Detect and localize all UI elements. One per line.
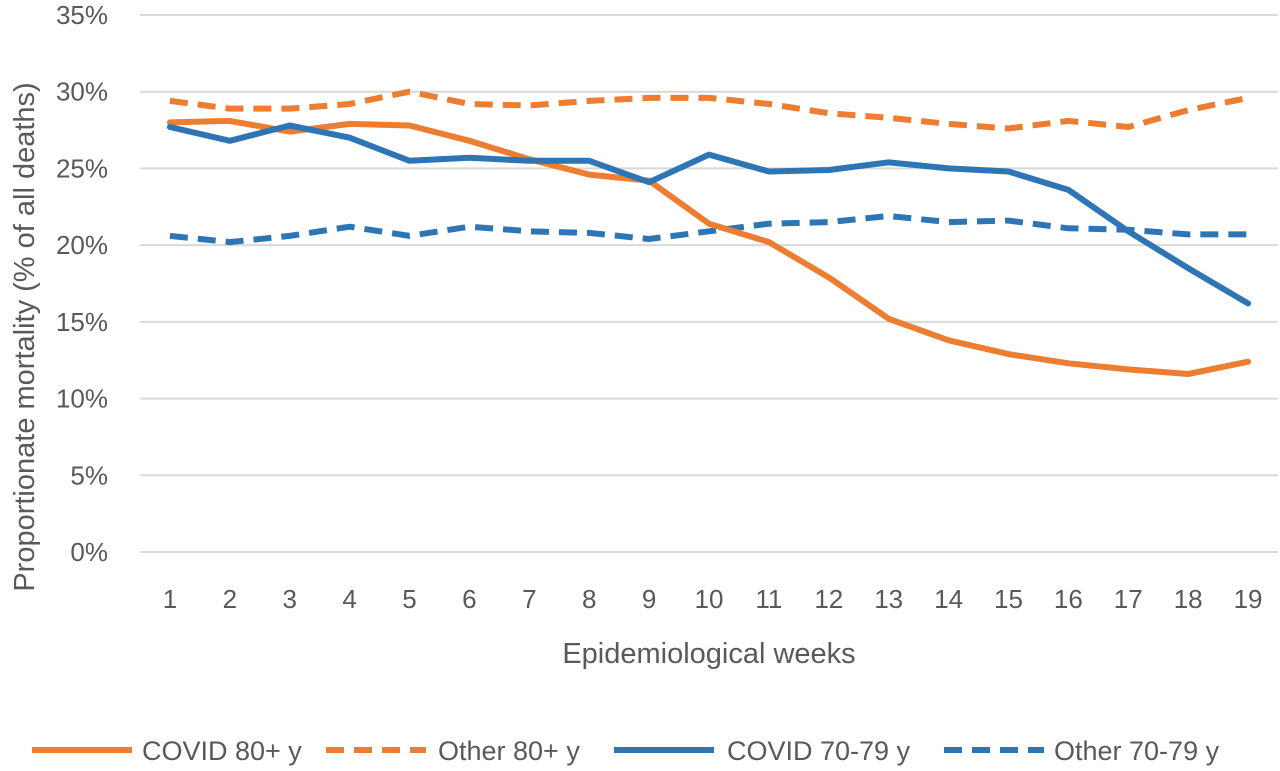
y-axis-title: Proportionate mortality (% of all deaths… — [9, 82, 41, 591]
x-tick-label: 9 — [642, 584, 656, 614]
y-tick-label: 0% — [70, 537, 108, 567]
legend-item: COVID 80+ y — [32, 736, 302, 766]
x-tick-label: 10 — [695, 584, 724, 614]
legend: COVID 80+ y Other 80+ y COVID 70-79 y Other… — [32, 736, 1220, 766]
x-tick-label: 11 — [755, 584, 782, 614]
y-tick-label: 20% — [56, 230, 108, 260]
x-tick-label: 14 — [934, 584, 963, 614]
gridlines — [140, 14, 1278, 553]
legend-item: Other 80+ y — [326, 736, 580, 766]
y-tick-label: 25% — [56, 153, 108, 183]
x-tick-label: 4 — [342, 584, 356, 614]
x-axis-ticks: 1 2 3 4 5 6 7 8 9 10 11 12 13 14 15 16 17 18 19 — [163, 584, 1263, 614]
series-line-other-70-79-y — [169, 213, 1249, 246]
legend-item: COVID 70-79 y — [614, 736, 911, 766]
x-tick-label: 8 — [582, 584, 596, 614]
y-tick-label: 30% — [56, 77, 108, 107]
y-axis-ticks: 0% 5% 10% 15% 20% 25% 30% 35% — [56, 0, 108, 567]
series-line-other-80-y — [169, 88, 1249, 132]
x-tick-label: 18 — [1174, 584, 1203, 614]
legend-item: Other 70-79 y — [944, 736, 1220, 766]
x-tick-label: 15 — [994, 584, 1023, 614]
x-tick-label: 7 — [522, 584, 536, 614]
legend-label: Other 70-79 y — [1054, 736, 1220, 766]
y-tick-label: 35% — [56, 0, 108, 30]
x-tick-label: 12 — [814, 584, 843, 614]
series-line-covid-70-79-y — [166, 122, 1252, 307]
legend-label: Other 80+ y — [438, 736, 580, 766]
y-tick-label: 10% — [56, 384, 108, 414]
y-tick-label: 15% — [56, 307, 108, 337]
x-tick-label: 2 — [223, 584, 237, 614]
x-axis-title: Epidemiological weeks — [562, 638, 855, 670]
x-tick-label: 6 — [462, 584, 476, 614]
legend-label: COVID 80+ y — [142, 736, 302, 766]
legend-label: COVID 70-79 y — [727, 736, 911, 766]
x-tick-label: 3 — [283, 584, 297, 614]
x-tick-label: 16 — [1054, 584, 1083, 614]
x-tick-label: 19 — [1234, 584, 1263, 614]
x-tick-label: 1 — [163, 584, 177, 614]
x-tick-label: 17 — [1114, 584, 1143, 614]
x-tick-label: 13 — [874, 584, 903, 614]
series-lines — [166, 88, 1252, 377]
y-tick-label: 5% — [70, 460, 108, 490]
series-line-covid-80-y — [166, 117, 1252, 377]
x-tick-label: 5 — [402, 584, 416, 614]
